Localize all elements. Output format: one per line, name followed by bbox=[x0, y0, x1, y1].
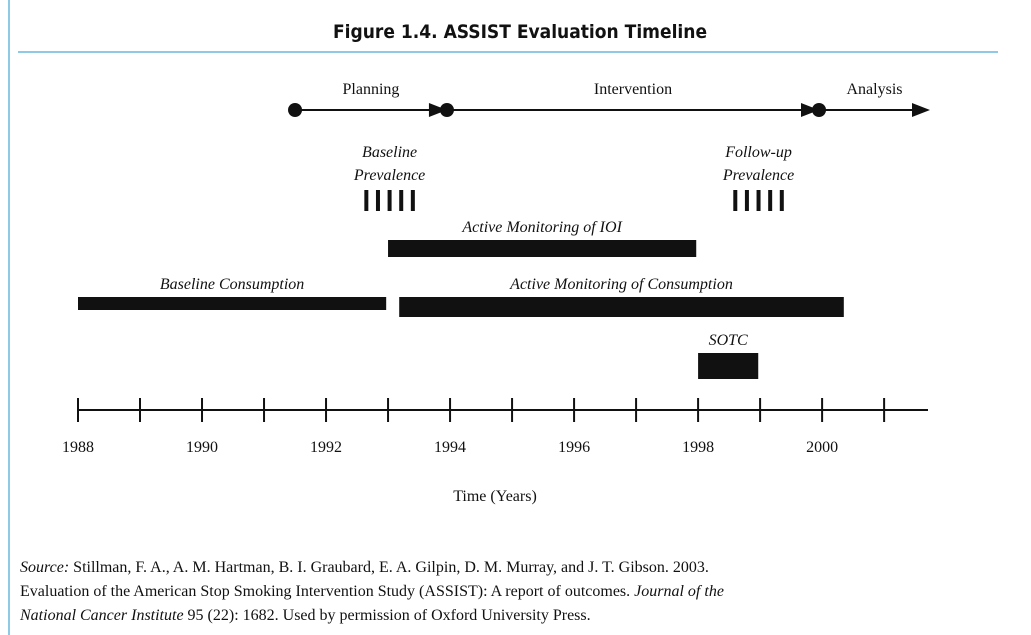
activity-label: Baseline Consumption bbox=[160, 276, 304, 293]
activity-bar bbox=[399, 297, 844, 317]
survey-marks bbox=[733, 190, 784, 211]
survey-label: Prevalence bbox=[722, 167, 794, 184]
x-tick-label: 2000 bbox=[806, 439, 838, 456]
source-text: Stillman, F. A., A. M. Hartman, B. I. Gr… bbox=[69, 559, 709, 576]
arrowhead bbox=[912, 103, 930, 117]
x-tick-label: 1998 bbox=[682, 439, 714, 456]
source-text: Journal of the bbox=[634, 583, 724, 600]
source-text: Source: bbox=[20, 559, 69, 576]
survey-mark bbox=[756, 190, 761, 211]
activity-bar bbox=[388, 240, 697, 257]
x-axis-label: Time (Years) bbox=[453, 488, 537, 505]
survey-label: Baseline bbox=[362, 144, 417, 161]
survey-mark bbox=[733, 190, 738, 211]
survey-label: Prevalence bbox=[353, 167, 425, 184]
figure-title: Figure 1.4. ASSIST Evaluation Timeline bbox=[333, 21, 707, 43]
x-tick-label: 1990 bbox=[186, 439, 218, 456]
survey-mark bbox=[364, 190, 369, 211]
x-tick-label: 1988 bbox=[62, 439, 94, 456]
survey-mark bbox=[387, 190, 392, 211]
activity-label: Active Monitoring of Consumption bbox=[509, 276, 733, 293]
phase-label: Intervention bbox=[594, 81, 672, 98]
source-line: Evaluation of the American Stop Smoking … bbox=[20, 583, 724, 600]
activity-label: SOTC bbox=[709, 332, 748, 349]
activity-bar bbox=[78, 297, 387, 310]
phase-point bbox=[812, 103, 827, 117]
survey-label: Follow-up bbox=[724, 144, 792, 161]
survey-mark bbox=[744, 190, 749, 211]
source: Source: Stillman, F. A., A. M. Hartman, … bbox=[19, 559, 724, 624]
phase-label: Analysis bbox=[847, 81, 903, 98]
source-text: Evaluation of the American Stop Smoking … bbox=[20, 583, 634, 600]
source-line: National Cancer Institute 95 (22): 1682.… bbox=[19, 607, 591, 624]
phase-point bbox=[439, 103, 454, 117]
source-text: 95 (22): 1682. Used by permission of Oxf… bbox=[184, 607, 591, 624]
survey-marks bbox=[364, 190, 415, 211]
phase-label: Planning bbox=[343, 81, 400, 98]
survey-mark bbox=[399, 190, 404, 211]
source-text: National Cancer Institute bbox=[19, 607, 184, 624]
survey-mark bbox=[410, 190, 415, 211]
survey-mark bbox=[375, 190, 380, 211]
phase-point bbox=[288, 103, 303, 117]
source-line: Source: Stillman, F. A., A. M. Hartman, … bbox=[20, 559, 709, 576]
activity-label: Active Monitoring of IOI bbox=[461, 219, 622, 236]
x-tick-label: 1992 bbox=[310, 439, 342, 456]
x-tick-label: 1996 bbox=[558, 439, 590, 456]
survey-mark bbox=[779, 190, 784, 211]
arrowhead bbox=[801, 103, 820, 117]
activity-bar bbox=[698, 353, 759, 379]
arrowhead bbox=[428, 103, 447, 117]
survey-mark bbox=[768, 190, 773, 211]
x-tick-label: 1994 bbox=[434, 439, 466, 456]
